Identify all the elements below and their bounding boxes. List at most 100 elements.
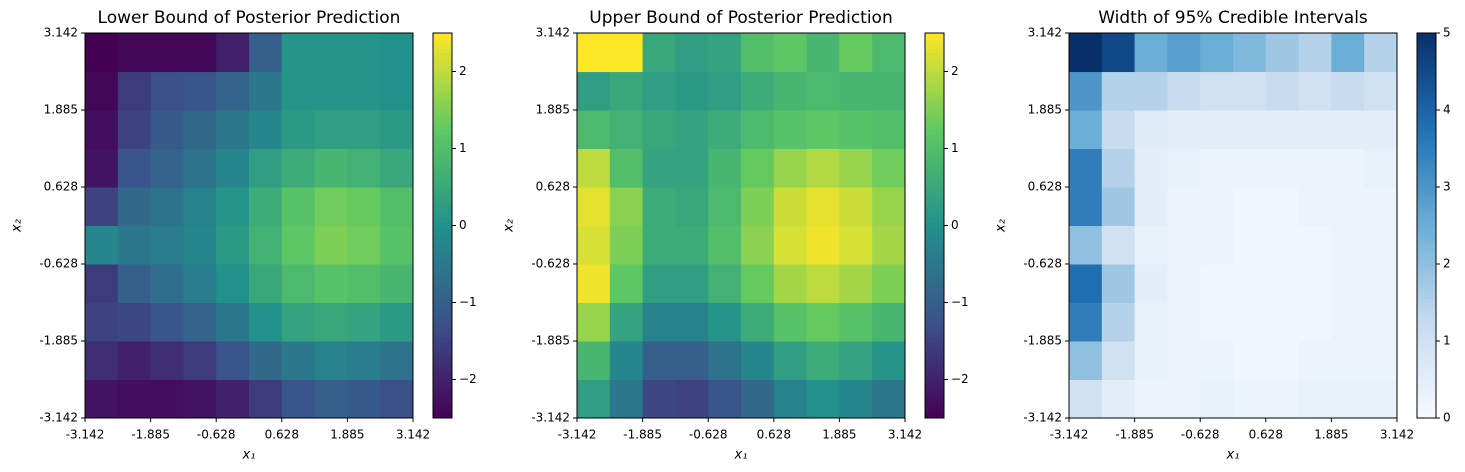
x-tick-label: -1.885	[1115, 428, 1154, 442]
heatmap-cell	[872, 302, 906, 342]
colorbar-step	[925, 75, 944, 80]
colorbar-step	[1417, 410, 1436, 415]
colorbar-step	[1417, 86, 1436, 92]
heatmap-cell	[216, 340, 250, 380]
colorbar-step	[1417, 267, 1436, 273]
heatmap-cell	[85, 379, 119, 419]
x-tick-label: 3.142	[888, 428, 922, 442]
colorbar-step	[925, 221, 944, 226]
heatmap-cell	[708, 263, 742, 303]
colorbar-step	[433, 183, 452, 188]
y-tick-label: -0.628	[39, 256, 78, 270]
colorbar-frame	[1416, 32, 1437, 419]
heatmap-cell	[248, 263, 283, 303]
colorbar-step	[433, 187, 452, 192]
heatmap-cell	[708, 225, 742, 265]
heatmap-cell	[216, 379, 250, 419]
colorbar-step	[925, 90, 944, 96]
y-tick-label: 1.885	[536, 103, 570, 117]
colorbar-step	[1417, 341, 1436, 346]
heatmap-cell	[806, 302, 840, 342]
colorbar-step	[433, 121, 452, 126]
colorbar-step	[1417, 256, 1436, 261]
colorbar-step	[433, 341, 452, 346]
colorbar-step	[433, 190, 452, 196]
heatmap-cell	[642, 71, 676, 111]
heatmap-cell	[1298, 33, 1332, 73]
colorbar-step	[433, 394, 452, 400]
heatmap-cell	[314, 340, 348, 380]
heatmap-cell	[1298, 71, 1332, 111]
colorbar-step	[925, 160, 944, 165]
heatmap-cell	[150, 379, 184, 419]
heatmap-cell	[675, 379, 709, 419]
heatmap-cell	[117, 187, 152, 227]
heatmap-cell	[380, 110, 414, 149]
heatmap-cell	[117, 340, 152, 380]
heatmap-cell	[1200, 148, 1234, 188]
colorbar-step	[433, 90, 452, 96]
colorbar-step	[433, 202, 452, 207]
colorbar-step	[433, 213, 452, 219]
colorbar-step	[1417, 198, 1436, 203]
heatmap-cell	[216, 302, 250, 342]
heatmap-cell	[740, 148, 775, 188]
heatmap-cell	[839, 379, 873, 419]
heatmap-cell	[577, 302, 611, 342]
x-axis-label: x₁	[242, 448, 256, 463]
heatmap-cell	[1265, 187, 1300, 227]
colorbar-step	[433, 129, 452, 134]
colorbar-step	[1417, 233, 1436, 238]
colorbar-step	[433, 48, 452, 53]
heatmap-cell	[1200, 263, 1234, 303]
colorbar-step	[1417, 406, 1436, 411]
heatmap-cell	[773, 340, 808, 380]
colorbar-step	[433, 206, 452, 211]
heatmap-cell	[1167, 225, 1201, 265]
heatmap-cell	[773, 187, 808, 227]
heatmap-cell	[85, 302, 119, 342]
colorbar-step	[1417, 252, 1436, 257]
y-axis-label: x₂	[502, 219, 517, 233]
heatmap-cell	[248, 340, 283, 380]
heatmap-cell	[150, 263, 184, 303]
heatmap-cell	[577, 379, 611, 419]
colorbar-step	[433, 256, 452, 261]
heatmap-cell	[1167, 110, 1201, 149]
heatmap-cell	[380, 340, 414, 380]
heatmap-cell	[609, 33, 644, 73]
heatmap-cell	[839, 263, 873, 303]
heatmap-cell	[1232, 71, 1267, 111]
colorbar-step	[433, 325, 452, 330]
heatmap-cell	[150, 33, 184, 73]
colorbar-step	[925, 333, 944, 338]
colorbar-step	[925, 267, 944, 273]
colorbar-step	[1417, 160, 1436, 165]
y-tick-label: 0.628	[44, 180, 78, 194]
heatmap-cell	[1167, 263, 1201, 303]
colorbar-step	[925, 229, 944, 234]
heatmap-cell	[216, 33, 250, 73]
colorbar-step	[1417, 183, 1436, 188]
heatmap-cell	[1364, 187, 1398, 227]
colorbar-step	[925, 102, 944, 107]
heatmap-cell	[806, 110, 840, 149]
heatmap-cell	[1069, 33, 1103, 73]
heatmap-cell	[740, 263, 775, 303]
colorbar-step	[433, 333, 452, 338]
colorbar-step	[433, 140, 452, 146]
colorbar-step	[925, 310, 944, 315]
heatmap-cell	[708, 33, 742, 73]
colorbar-step	[1417, 190, 1436, 196]
colorbar-step	[433, 360, 452, 365]
colorbar-step	[1417, 287, 1436, 292]
colorbar-step	[1417, 59, 1436, 65]
heatmap-cell	[577, 71, 611, 111]
colorbar-step	[925, 136, 944, 142]
heatmap-cell	[1298, 340, 1332, 380]
colorbar-step	[925, 71, 944, 76]
colorbar-step	[1417, 52, 1436, 57]
heatmap-cell	[117, 225, 152, 265]
colorbar-step	[1417, 387, 1436, 392]
heatmap-cell	[675, 263, 709, 303]
